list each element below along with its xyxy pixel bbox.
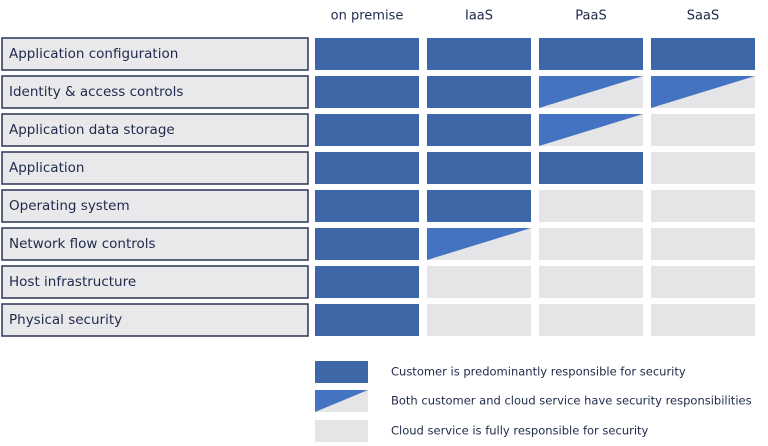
matrix-cell bbox=[315, 304, 419, 336]
row-label: Application configuration bbox=[9, 46, 178, 62]
row-label-box bbox=[1, 75, 309, 109]
matrix-cell-shared bbox=[427, 228, 531, 260]
row-label: Application bbox=[9, 160, 84, 176]
matrix-cell bbox=[539, 228, 643, 260]
column-header: SaaS bbox=[687, 9, 719, 24]
row-label: Operating system bbox=[9, 198, 130, 214]
legend-swatch bbox=[315, 420, 368, 442]
legend-label: Both customer and cloud service have sec… bbox=[391, 394, 752, 408]
matrix-cell bbox=[427, 304, 531, 336]
row-label-box bbox=[1, 303, 309, 337]
matrix-cell bbox=[651, 304, 755, 336]
row-label: Application data storage bbox=[9, 122, 175, 138]
row-label-box bbox=[1, 113, 309, 147]
matrix-cell bbox=[651, 266, 755, 298]
row-label: Identity & access controls bbox=[9, 84, 183, 100]
matrix-cell-shared bbox=[539, 76, 643, 108]
row-label: Network flow controls bbox=[9, 236, 156, 252]
matrix-cell bbox=[427, 152, 531, 184]
matrix-cell bbox=[651, 152, 755, 184]
row-label-box bbox=[1, 151, 309, 185]
matrix-cell bbox=[539, 38, 643, 70]
legend-label: Cloud service is fully responsible for s… bbox=[391, 424, 649, 438]
row-label-box bbox=[1, 227, 309, 261]
matrix-cell-shared bbox=[651, 76, 755, 108]
matrix-cell bbox=[651, 190, 755, 222]
matrix-cell bbox=[651, 114, 755, 146]
legend-swatch-shared bbox=[315, 390, 368, 412]
matrix-cell bbox=[315, 38, 419, 70]
matrix-cell bbox=[427, 266, 531, 298]
matrix-cell bbox=[315, 266, 419, 298]
legend-swatch bbox=[315, 361, 368, 383]
matrix-cell bbox=[315, 152, 419, 184]
row-label-box bbox=[1, 37, 309, 71]
matrix-cell bbox=[427, 114, 531, 146]
matrix-cell bbox=[539, 266, 643, 298]
row-label-box bbox=[1, 265, 309, 299]
matrix-cell bbox=[315, 190, 419, 222]
matrix-cell bbox=[539, 304, 643, 336]
matrix-cell bbox=[427, 38, 531, 70]
matrix-cell bbox=[315, 76, 419, 108]
matrix-cell bbox=[539, 190, 643, 222]
column-header: IaaS bbox=[465, 9, 493, 24]
matrix-cell bbox=[427, 190, 531, 222]
row-label: Host infrastructure bbox=[9, 274, 136, 290]
matrix-cell bbox=[315, 114, 419, 146]
matrix-cell bbox=[315, 228, 419, 260]
column-header: PaaS bbox=[575, 9, 606, 24]
matrix-cell bbox=[651, 38, 755, 70]
matrix-cell bbox=[651, 228, 755, 260]
legend-label: Customer is predominantly responsible fo… bbox=[391, 365, 686, 379]
row-label: Physical security bbox=[9, 312, 122, 328]
matrix-cell bbox=[539, 152, 643, 184]
column-header: on premise bbox=[331, 9, 404, 24]
matrix-cell-shared bbox=[539, 114, 643, 146]
matrix-cell bbox=[427, 76, 531, 108]
row-label-box bbox=[1, 189, 309, 223]
